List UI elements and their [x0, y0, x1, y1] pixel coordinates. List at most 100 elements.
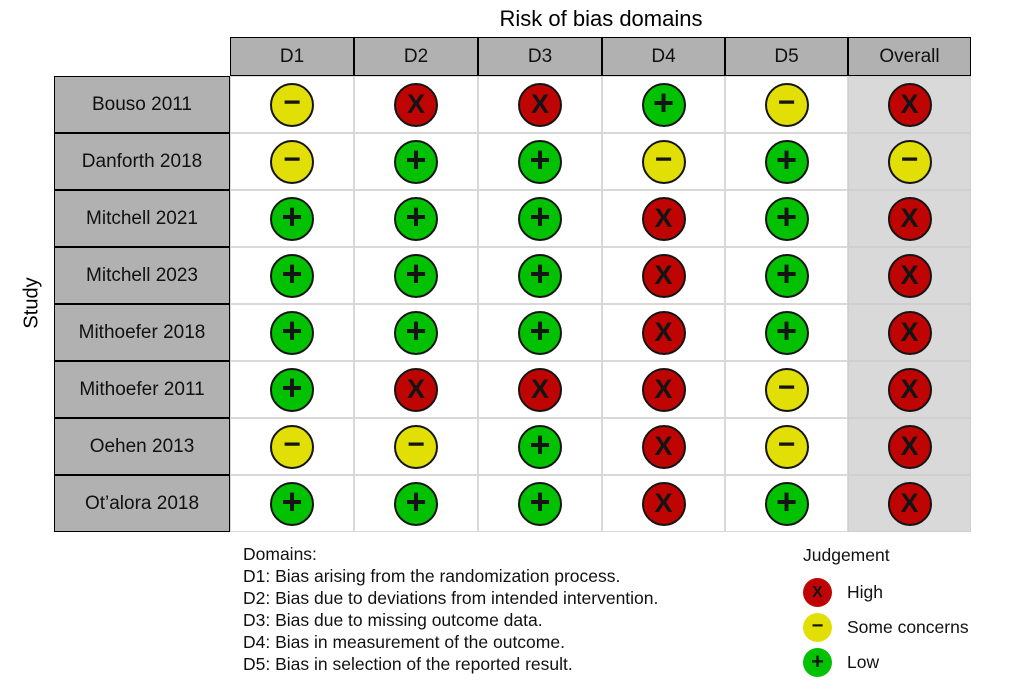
footnote-lines: D1: Bias arising from the randomization … [243, 565, 658, 675]
low-symbol-icon: + [529, 196, 551, 237]
low-symbol-icon: + [529, 424, 551, 465]
footnote-line: D5: Bias in selection of the reported re… [243, 654, 573, 674]
judgement-cell: X [602, 361, 725, 418]
legend-label: Some concerns [847, 617, 969, 637]
low-symbol-icon: + [529, 139, 551, 180]
judgement-circle-high: X [641, 481, 686, 526]
some-symbol-icon: − [407, 427, 425, 461]
judgement-cell: − [354, 418, 478, 475]
low-symbol-icon: + [281, 481, 303, 522]
judgement-circle-high: X [518, 82, 562, 127]
some-symbol-icon: − [777, 427, 796, 461]
judgement-cell: + [725, 475, 848, 532]
judgement-circle-low: + [518, 253, 562, 298]
legend-item-some: − Some concerns [803, 610, 969, 645]
judgement-circle-high: X [887, 367, 932, 412]
low-symbol-icon: + [775, 310, 798, 351]
judgement-cell: + [478, 133, 602, 190]
study-label: Mitchell 2021 [54, 190, 230, 247]
judgement-cell: X [848, 76, 971, 133]
judgement-circle-low: + [270, 481, 314, 526]
judgement-circle-low: + [270, 367, 314, 412]
judgement-cell: X [354, 76, 478, 133]
judgement-cell: X [478, 361, 602, 418]
some-symbol-icon: − [900, 142, 919, 176]
study-label: Mithoefer 2011 [54, 361, 230, 418]
judgement-cell: X [602, 190, 725, 247]
high-symbol-icon: X [406, 374, 425, 404]
judgement-cell: X [354, 361, 478, 418]
judgement-circle-low: + [270, 196, 314, 241]
low-symbol-icon: + [652, 82, 675, 123]
legend-items: X High − Some concerns + Low [803, 575, 969, 680]
judgement-cell: X [602, 418, 725, 475]
judgement-circle-some: − [764, 367, 809, 412]
judgement-cell: + [354, 133, 478, 190]
judgement-cell: − [230, 76, 354, 133]
low-symbol-icon: + [405, 310, 427, 351]
judgement-circle-low: + [764, 310, 809, 355]
judgement-cell: + [354, 247, 478, 304]
low-symbol-icon: + [529, 481, 551, 522]
judgement-circle-high: X [394, 82, 438, 127]
column-header-d1: D1 [230, 37, 354, 76]
judgement-cell: + [230, 247, 354, 304]
judgement-cell: − [725, 361, 848, 418]
judgement-circle-high: X [641, 196, 686, 241]
judgement-cell: + [478, 475, 602, 532]
low-symbol-icon: + [405, 139, 427, 180]
high-symbol-icon: X [812, 583, 823, 601]
judgement-cell: + [725, 304, 848, 361]
judgement-circle-some: − [270, 82, 314, 127]
low-symbol-icon: + [775, 139, 798, 180]
judgement-circle-low: + [764, 139, 809, 184]
judgement-cell: + [230, 190, 354, 247]
judgement-cell: − [725, 418, 848, 475]
low-symbol-icon: + [281, 310, 303, 351]
judgement-circle-low: + [394, 196, 438, 241]
judgement-cell: + [354, 475, 478, 532]
some-symbol-icon: − [283, 142, 301, 176]
judgement-cell: + [725, 133, 848, 190]
legend-circle-low-icon: + [803, 648, 832, 677]
judgement-cell: X [848, 247, 971, 304]
some-symbol-icon: − [777, 85, 796, 119]
legend-label: Low [847, 652, 880, 672]
judgement-cell: + [478, 190, 602, 247]
judgement-cell: X [848, 418, 971, 475]
judgement-cell: X [848, 361, 971, 418]
column-header-d2: D2 [354, 37, 478, 76]
study-label: Mitchell 2023 [54, 247, 230, 304]
judgement-cell: + [602, 76, 725, 133]
judgement-cell: X [478, 76, 602, 133]
judgement-circle-low: + [394, 253, 438, 298]
judgement-legend: Judgement X High − Some concerns + Low [803, 545, 969, 680]
judgement-circle-low: + [394, 481, 438, 526]
table-corner [54, 37, 230, 76]
judgement-cell: − [848, 133, 971, 190]
domains-footnote: Domains: D1: Bias arising from the rando… [243, 543, 658, 675]
judgement-cell: + [354, 190, 478, 247]
judgement-circle-low: + [764, 196, 809, 241]
judgement-circle-high: X [641, 310, 686, 355]
judgement-cell: + [230, 361, 354, 418]
judgement-circle-low: + [270, 310, 314, 355]
high-symbol-icon: X [654, 260, 673, 290]
judgement-circle-low: + [518, 139, 562, 184]
low-symbol-icon: + [281, 196, 303, 237]
study-label: Bouso 2011 [54, 76, 230, 133]
judgement-circle-high: X [887, 253, 932, 298]
high-symbol-icon: X [900, 89, 919, 119]
judgement-cell: + [478, 247, 602, 304]
judgement-circle-low: + [518, 424, 562, 469]
judgement-circle-low: + [518, 196, 562, 241]
high-symbol-icon: X [654, 488, 673, 518]
high-symbol-icon: X [654, 431, 673, 461]
column-header-overall: Overall [848, 37, 971, 76]
some-symbol-icon: − [283, 85, 301, 119]
some-symbol-icon: − [654, 142, 673, 176]
figure-title: Risk of bias domains [499, 6, 703, 31]
study-label: Danforth 2018 [54, 133, 230, 190]
judgement-cell: + [354, 304, 478, 361]
high-symbol-icon: X [654, 374, 673, 404]
